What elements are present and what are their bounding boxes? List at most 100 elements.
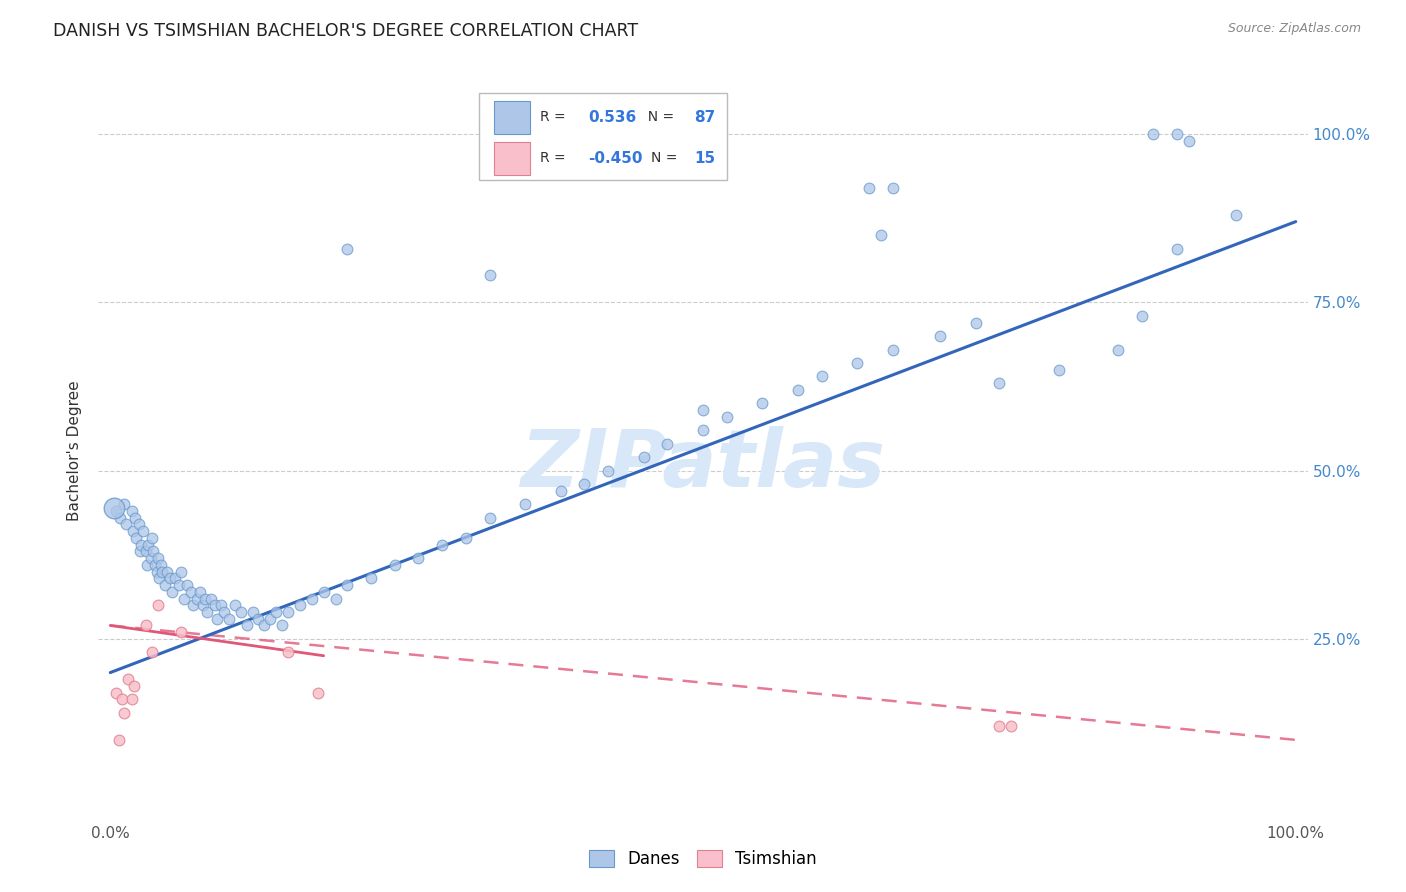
Point bbox=[550, 483, 572, 498]
Point bbox=[121, 524, 143, 539]
Point bbox=[988, 376, 1011, 391]
Point bbox=[129, 538, 152, 552]
Point bbox=[271, 618, 294, 632]
Point bbox=[212, 605, 235, 619]
Point bbox=[103, 500, 125, 515]
Point bbox=[882, 181, 904, 195]
Point bbox=[657, 436, 679, 450]
Point bbox=[105, 504, 128, 518]
Point bbox=[143, 558, 166, 572]
Point bbox=[152, 565, 174, 579]
Text: N =: N = bbox=[638, 111, 679, 124]
Bar bbox=[494, 142, 530, 175]
Point bbox=[186, 591, 208, 606]
Point bbox=[148, 571, 170, 585]
Point bbox=[204, 599, 226, 613]
Point bbox=[128, 517, 150, 532]
Point bbox=[454, 531, 477, 545]
Point bbox=[170, 625, 193, 640]
Point bbox=[209, 599, 232, 613]
Point bbox=[114, 517, 136, 532]
Point bbox=[132, 524, 155, 539]
Point bbox=[478, 510, 501, 524]
Y-axis label: Bachelor's Degree: Bachelor's Degree bbox=[67, 380, 83, 521]
Point bbox=[165, 571, 187, 585]
Point bbox=[478, 268, 501, 283]
Point bbox=[301, 591, 323, 606]
Point bbox=[129, 544, 152, 558]
Point bbox=[751, 396, 773, 410]
Point bbox=[1178, 134, 1201, 148]
Point bbox=[716, 409, 738, 424]
Point bbox=[170, 565, 193, 579]
Point bbox=[515, 497, 537, 511]
Point bbox=[145, 565, 167, 579]
Point bbox=[190, 584, 212, 599]
Point bbox=[200, 591, 222, 606]
Point bbox=[141, 645, 163, 659]
Point bbox=[150, 558, 173, 572]
Text: N =: N = bbox=[651, 152, 682, 165]
Point bbox=[360, 571, 382, 585]
Point bbox=[574, 477, 596, 491]
Point bbox=[965, 316, 987, 330]
Point bbox=[135, 544, 157, 558]
Text: DANISH VS TSIMSHIAN BACHELOR'S DEGREE CORRELATION CHART: DANISH VS TSIMSHIAN BACHELOR'S DEGREE CO… bbox=[53, 22, 638, 40]
FancyBboxPatch shape bbox=[479, 93, 727, 180]
Point bbox=[105, 686, 128, 700]
Point bbox=[235, 618, 257, 632]
Point bbox=[307, 686, 329, 700]
Point bbox=[633, 450, 655, 465]
Point bbox=[111, 692, 134, 706]
Point bbox=[114, 497, 136, 511]
Point bbox=[786, 383, 808, 397]
Text: ZIPatlas: ZIPatlas bbox=[520, 426, 886, 504]
Text: 0.536: 0.536 bbox=[588, 110, 637, 125]
Point bbox=[160, 584, 183, 599]
Point bbox=[432, 538, 454, 552]
Point bbox=[882, 343, 904, 357]
Point bbox=[277, 645, 299, 659]
Text: 15: 15 bbox=[695, 151, 716, 166]
Point bbox=[242, 605, 264, 619]
Text: Source: ZipAtlas.com: Source: ZipAtlas.com bbox=[1227, 22, 1361, 36]
Point bbox=[384, 558, 406, 572]
Point bbox=[125, 531, 148, 545]
Point bbox=[181, 599, 204, 613]
Point bbox=[810, 369, 832, 384]
Point bbox=[277, 605, 299, 619]
Point bbox=[117, 673, 139, 687]
Point bbox=[146, 599, 169, 613]
Point bbox=[153, 578, 176, 592]
Point bbox=[205, 612, 228, 626]
Legend: Danes, Tsimshian: Danes, Tsimshian bbox=[582, 843, 824, 875]
Point bbox=[191, 599, 214, 613]
Point bbox=[176, 578, 198, 592]
Text: R =: R = bbox=[540, 152, 569, 165]
Bar bbox=[494, 101, 530, 134]
Point bbox=[312, 584, 335, 599]
Point bbox=[114, 706, 136, 720]
Point bbox=[846, 356, 869, 370]
Point bbox=[1130, 309, 1153, 323]
Point bbox=[325, 591, 347, 606]
Point bbox=[122, 679, 145, 693]
Point bbox=[136, 558, 159, 572]
Point bbox=[142, 544, 165, 558]
Point bbox=[598, 464, 620, 478]
Point bbox=[218, 612, 240, 626]
Point bbox=[229, 605, 252, 619]
Point bbox=[1166, 127, 1188, 141]
Point bbox=[1166, 242, 1188, 256]
Text: R =: R = bbox=[540, 111, 569, 124]
Point bbox=[336, 242, 359, 256]
Point bbox=[135, 618, 157, 632]
Point bbox=[247, 612, 270, 626]
Point bbox=[167, 578, 190, 592]
Point bbox=[180, 584, 202, 599]
Point bbox=[173, 591, 195, 606]
Text: 87: 87 bbox=[695, 110, 716, 125]
Point bbox=[107, 732, 129, 747]
Text: -0.450: -0.450 bbox=[588, 151, 643, 166]
Point bbox=[264, 605, 287, 619]
